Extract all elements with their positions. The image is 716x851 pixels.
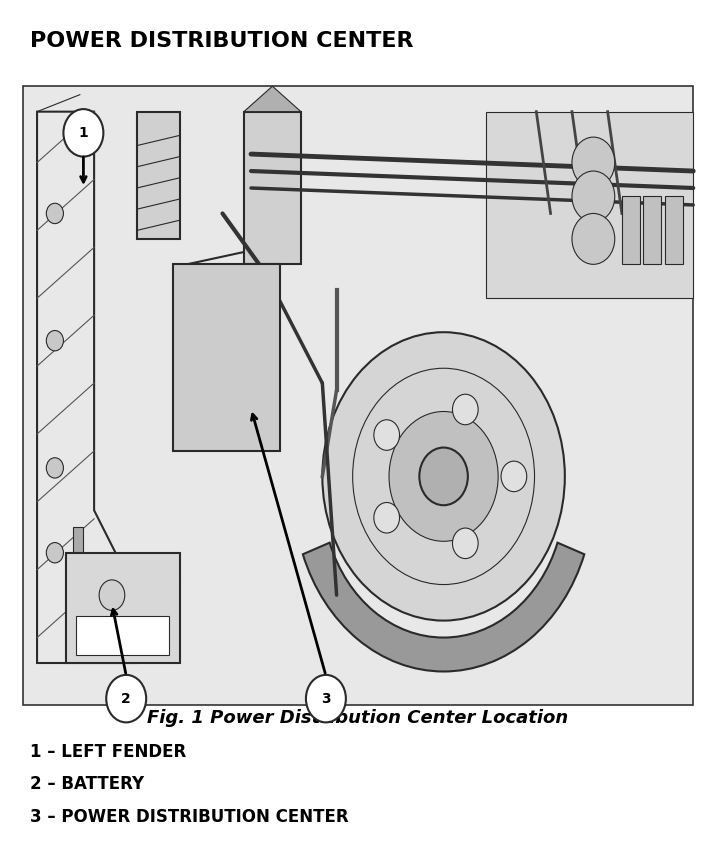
Circle shape xyxy=(374,502,400,533)
Circle shape xyxy=(106,675,146,722)
Text: 1: 1 xyxy=(79,126,88,140)
Polygon shape xyxy=(37,111,137,663)
FancyBboxPatch shape xyxy=(23,86,693,705)
Circle shape xyxy=(99,580,125,610)
Polygon shape xyxy=(244,86,301,111)
FancyBboxPatch shape xyxy=(66,553,180,663)
Polygon shape xyxy=(486,111,693,298)
Polygon shape xyxy=(73,528,83,553)
Circle shape xyxy=(572,171,615,222)
Circle shape xyxy=(47,203,64,224)
FancyBboxPatch shape xyxy=(643,197,661,265)
Circle shape xyxy=(374,420,400,450)
Text: 1 – LEFT FENDER: 1 – LEFT FENDER xyxy=(30,743,186,761)
Text: 2 – BATTERY: 2 – BATTERY xyxy=(30,775,144,793)
Circle shape xyxy=(47,543,64,563)
Circle shape xyxy=(306,675,346,722)
FancyBboxPatch shape xyxy=(77,616,169,654)
Text: 3 – POWER DISTRIBUTION CENTER: 3 – POWER DISTRIBUTION CENTER xyxy=(30,808,349,825)
FancyBboxPatch shape xyxy=(622,197,639,265)
Circle shape xyxy=(453,394,478,425)
Polygon shape xyxy=(137,111,180,239)
Circle shape xyxy=(572,137,615,188)
Circle shape xyxy=(572,214,615,265)
Circle shape xyxy=(501,461,527,492)
Circle shape xyxy=(420,448,468,505)
Circle shape xyxy=(64,109,103,157)
Circle shape xyxy=(47,330,64,351)
Text: 3: 3 xyxy=(321,692,331,705)
Text: Fig. 1 Power Distribution Center Location: Fig. 1 Power Distribution Center Locatio… xyxy=(147,709,569,727)
FancyBboxPatch shape xyxy=(173,265,279,451)
Circle shape xyxy=(389,412,498,541)
Circle shape xyxy=(47,458,64,478)
Wedge shape xyxy=(303,543,584,671)
Circle shape xyxy=(453,528,478,558)
Polygon shape xyxy=(244,111,301,265)
FancyBboxPatch shape xyxy=(664,197,682,265)
Circle shape xyxy=(322,332,565,620)
Text: 2: 2 xyxy=(121,692,131,705)
Text: POWER DISTRIBUTION CENTER: POWER DISTRIBUTION CENTER xyxy=(30,31,413,51)
